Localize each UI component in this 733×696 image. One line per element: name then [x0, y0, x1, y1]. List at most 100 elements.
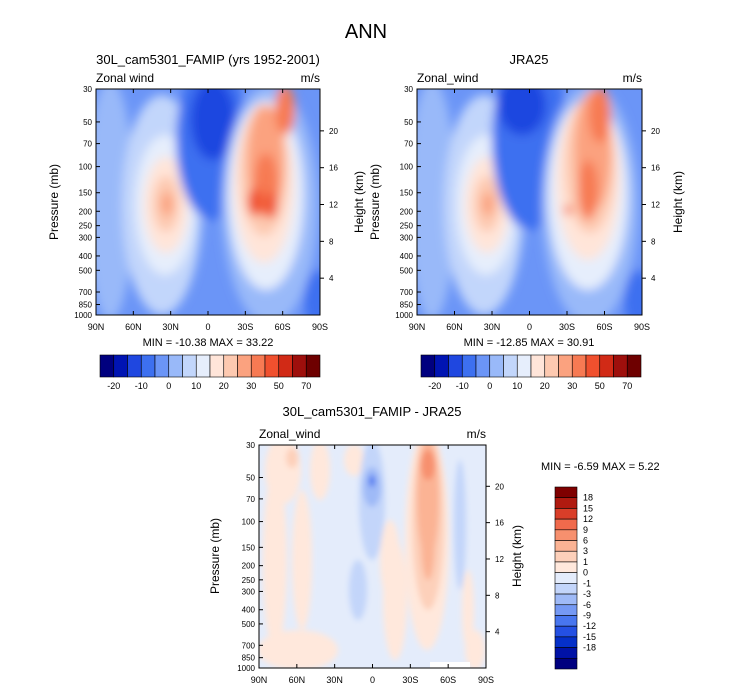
colorbar-label: -20 — [107, 381, 120, 391]
colorbar-swatch — [489, 354, 504, 378]
colorbar-swatch — [626, 354, 642, 378]
colorbar-label: 50 — [274, 381, 284, 391]
colorbar-label: 6 — [583, 536, 588, 546]
height-tick-label: 20 — [651, 127, 660, 136]
colorbar-swatch — [554, 550, 578, 563]
units-label: m/s — [623, 71, 642, 85]
colorbar-swatch — [554, 572, 578, 584]
y-tick-label: 100 — [400, 163, 414, 172]
right-axis-title: Height (km) — [352, 171, 366, 233]
colorbar-swatch — [554, 604, 578, 616]
height-tick-label: 8 — [651, 237, 656, 246]
x-tick-label: 90S — [478, 675, 494, 685]
y-tick-label: 30 — [83, 85, 92, 94]
y-tick-label: 30 — [404, 85, 413, 94]
x-tick-label: 90S — [312, 322, 328, 332]
panel-difference: 30L_cam5301_FAMIP - JRA25 Zonal_wind m/s — [208, 404, 660, 685]
x-tick-label: 60N — [289, 675, 306, 685]
colorbar-label: -18 — [583, 643, 596, 653]
stats-text: MIN = -6.59 MAX = 5.22 — [541, 461, 660, 473]
x-tick-label: 30N — [162, 322, 179, 332]
units-label: m/s — [467, 427, 486, 441]
colorbar-swatch — [195, 354, 211, 378]
height-tick-label: 16 — [651, 164, 660, 173]
x-tick-label: 30S — [559, 322, 575, 332]
height-tick-label: 4 — [651, 274, 656, 283]
colorbar-swatch — [599, 354, 614, 378]
y-tick-label: 300 — [242, 587, 256, 596]
y-tick-label: 150 — [79, 189, 93, 198]
colorbar-swatch — [554, 486, 578, 499]
colorbar-label: -15 — [583, 632, 596, 642]
x-tick-label: 90S — [634, 322, 650, 332]
colorbar-label: -6 — [583, 600, 591, 610]
colorbar-swatch — [209, 354, 225, 378]
y-tick-label: 200 — [400, 207, 414, 216]
colorbar-label: 50 — [595, 381, 605, 391]
colorbar-label: 18 — [583, 493, 593, 503]
y-tick-label: 1000 — [237, 664, 255, 673]
colorbar-label: -12 — [583, 621, 596, 631]
height-tick-label: 8 — [329, 237, 334, 246]
x-tick-label: 90N — [409, 322, 426, 332]
colorbar-swatch — [154, 354, 170, 378]
height-tick-label: 12 — [651, 201, 660, 210]
colorbar-swatch — [305, 354, 321, 378]
colorbar-label: 20 — [219, 381, 229, 391]
colorbar-swatch — [554, 583, 578, 595]
y-tick-label: 400 — [79, 252, 93, 261]
y-tick-label: 850 — [79, 301, 93, 310]
y-tick-label: 1000 — [395, 311, 413, 320]
panel-title: JRA25 — [509, 52, 548, 67]
y-tick-label: 150 — [242, 543, 256, 552]
colorbar-swatch — [554, 625, 578, 638]
left-field-label: Zonal wind — [96, 71, 154, 85]
colorbar-swatch — [434, 354, 449, 378]
contour-field — [96, 89, 320, 315]
colorbar-label: -1 — [583, 578, 591, 588]
colorbar-swatch — [99, 354, 115, 378]
panel-axes: 90N 60N 30N 0 30S 60S 90S 30 50 70 100 150 200 250 300… — [237, 441, 504, 685]
right-axis-title: Height (km) — [510, 525, 524, 587]
panel-jra25: JRA25 Zonal_wind m/s — [368, 52, 685, 391]
colorbar-swatch — [448, 354, 463, 378]
colorbar-swatch — [127, 354, 142, 378]
y-tick-label: 70 — [83, 140, 92, 149]
colorbar-label: 30 — [567, 381, 577, 391]
colorbar-swatch — [554, 593, 578, 606]
colorbar-swatch — [475, 354, 491, 378]
panel-axes: 90N 60N 30N 0 30S 60S 90S 30 50 70 100 150 200 250 300… — [395, 85, 660, 332]
height-tick-label: 12 — [495, 555, 504, 564]
colorbar-label: 70 — [301, 381, 311, 391]
x-tick-label: 60S — [275, 322, 291, 332]
height-tick-label: 4 — [329, 274, 334, 283]
y-tick-label: 150 — [400, 189, 414, 198]
colorbar-swatch — [554, 518, 578, 531]
x-tick-label: 30N — [484, 322, 501, 332]
y-tick-label: 500 — [400, 266, 414, 275]
colorbar-swatch — [554, 540, 578, 552]
colorbar-swatch — [554, 636, 578, 648]
y-tick-label: 200 — [242, 562, 256, 571]
figure-title: ANN — [345, 21, 387, 43]
y-tick-label: 500 — [242, 620, 256, 629]
y-tick-label: 850 — [400, 301, 414, 310]
y-tick-label: 1000 — [74, 311, 92, 320]
y-tick-label: 250 — [242, 576, 256, 585]
colorbar-swatch — [554, 657, 578, 670]
colorbar-label: 20 — [540, 381, 550, 391]
colorbar-swatch — [585, 354, 601, 378]
y-tick-label: 70 — [246, 495, 255, 504]
colorbar-swatch — [420, 354, 436, 378]
colorbar-swatch — [530, 354, 546, 378]
stats-text: MIN = -12.85 MAX = 30.91 — [464, 337, 595, 349]
colorbar-swatch — [554, 615, 578, 627]
x-tick-label: 30S — [402, 675, 418, 685]
contour-field — [417, 89, 642, 315]
colorbar-swatch — [554, 508, 578, 520]
colorbar-swatch — [571, 354, 587, 378]
y-tick-label: 70 — [404, 140, 413, 149]
y-tick-label: 50 — [246, 473, 255, 482]
x-tick-label: 90N — [251, 675, 268, 685]
